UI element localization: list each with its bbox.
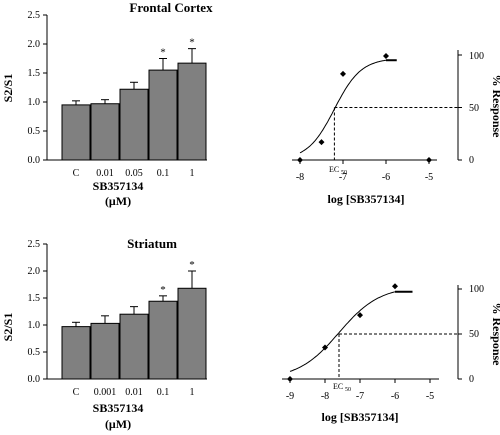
panel-title: Striatum [127,236,177,251]
bar [119,313,149,380]
x-tick-label: -6 [382,172,390,183]
bar [90,322,120,380]
bar [61,326,91,380]
fitted-curve [299,59,387,154]
panel-striatum: Striatum S2/S1 0.0 0.5 1.0 1.5 2.0 2.5 C… [1,236,500,431]
bar-y-axis-label: S2/S1 [1,74,15,103]
category-label: C [73,168,80,179]
significance-marker: * [160,47,166,59]
panel-title: Frontal Cortex [129,0,213,15]
category-label: 0.1 [157,387,170,398]
data-point [322,344,328,351]
x-tick-label: -8 [321,391,329,402]
bar [177,287,207,380]
ec50-subscript: 50 [345,387,351,393]
right-y-tick-label: 50 [469,103,479,114]
bar-y-ticks: 0.0 0.5 1.0 1.5 2.0 2.5 [28,239,41,385]
x-tick-label: -7 [356,391,364,402]
y-tick-label: 2.5 [28,239,41,250]
category-label: 1 [190,168,195,179]
data-point [297,157,303,163]
bar-x-axis-unit: (μM) [105,417,131,431]
data-point [426,157,432,163]
bar [119,88,149,161]
bar [148,69,178,161]
y-tick-label: 2.0 [28,266,41,277]
y-tick-label: 0.0 [28,374,41,385]
category-label: 0.1 [157,168,170,179]
x-tick-label: -6 [391,391,399,402]
bar-chart-striatum: S2/S1 0.0 0.5 1.0 1.5 2.0 2.5 C 0.001 0.01… [1,239,207,431]
right-y-tick-label: 0 [469,374,474,385]
y-tick-label: 0.5 [28,126,41,137]
category-label: 0.01 [96,168,114,179]
x-tick-label: -8 [296,172,304,183]
ec50-label: EC [329,165,339,174]
category-label: C [73,387,80,398]
bar-marks: C 0.01 0.05 0.1 * 1 * [43,14,207,179]
y-tick-label: 0.5 [28,347,41,358]
curve-y-axis-label: % Response [490,302,500,366]
category-label: 1 [190,387,195,398]
y-tick-label: 1.5 [28,293,41,304]
right-y-tick-label: 100 [469,284,484,295]
bar [90,103,120,161]
x-tick-label: -5 [426,391,434,402]
data-point [383,53,389,60]
x-tick-label: -9 [286,391,294,402]
data-point [318,139,325,146]
bar [177,62,207,161]
significance-marker: * [189,37,195,49]
bar [61,104,91,161]
dose-response-striatum: -9 -8 -7 -6 -5 EC 50 log [SB357134] 0 50… [282,283,500,424]
x-tick-label: -5 [425,172,433,183]
bar-marks: C 0.001 0.01 0.1 * 1 * [43,243,207,398]
data-point [287,376,293,382]
data-point [357,312,363,319]
bar-y-axis-label: S2/S1 [1,313,15,342]
y-tick-label: 1.0 [28,97,41,108]
significance-marker: * [189,259,195,271]
curve-marks [282,283,462,383]
curve-y-axis-label: % Response [490,74,500,138]
bar-x-axis-unit: (μM) [105,194,131,208]
curve-x-axis-label: log [SB357134] [321,410,398,424]
ec50-label: EC [333,382,343,391]
y-tick-label: 1.5 [28,68,41,79]
category-label: 0.001 [94,387,117,398]
right-y-tick-label: 50 [469,329,479,340]
y-tick-label: 2.5 [28,10,41,21]
fitted-curve [289,291,396,372]
right-y-tick-label: 0 [469,155,474,166]
bar-y-ticks: 0.0 0.5 1.0 1.5 2.0 2.5 [28,10,41,166]
bar [148,300,178,380]
y-tick-label: 1.0 [28,320,41,331]
x-tick-label: -7 [339,172,347,183]
data-point [392,283,398,290]
y-tick-label: 2.0 [28,39,41,50]
category-label: 0.05 [125,168,143,179]
ec50-subscript: 50 [341,170,347,176]
curve-x-axis-label: log [SB357134] [327,192,404,206]
right-y-tick-label: 100 [469,51,484,62]
data-point [340,70,346,77]
category-label: 0.01 [125,387,143,398]
significance-marker: * [160,284,166,296]
bar-x-axis-label: SB357134 [93,401,144,415]
curve-marks [292,50,462,164]
y-tick-label: 0.0 [28,155,41,166]
dose-response-frontal: -8 -7 -6 -5 EC 50 log [SB357134] 0 50 10… [292,50,500,206]
panel-frontal-cortex: Frontal Cortex S2/S1 0.0 0.5 1.0 1.5 2.0… [1,0,500,208]
bar-chart-frontal: S2/S1 0.0 0.5 1.0 1.5 2.0 2.5 C 0.01 0.05 0… [1,10,207,208]
bar-x-axis-label: SB357134 [93,179,144,193]
